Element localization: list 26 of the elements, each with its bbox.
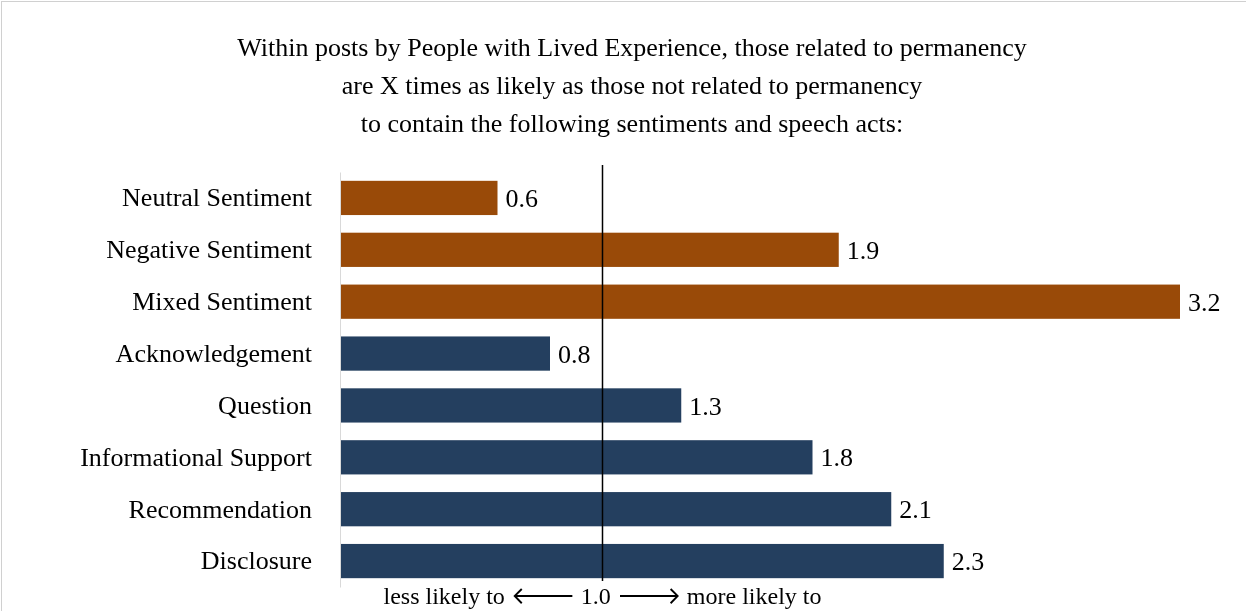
bar (340, 440, 813, 475)
bar (340, 492, 892, 527)
data-label: 1.8 (820, 443, 853, 473)
bar (340, 336, 550, 371)
data-label: 1.9 (846, 235, 880, 265)
data-label: 3.2 (1188, 287, 1221, 317)
x-axis-title: less likely to 🡐 1.0 🡒 more likely to (383, 583, 822, 609)
y-tick-label: Mixed Sentiment (132, 287, 313, 317)
y-tick-label: Neutral Sentiment (122, 183, 313, 213)
bar (340, 232, 839, 267)
data-label: 2.3 (951, 547, 985, 577)
chart-title: Within posts by People with Lived Experience, those related to permanency are X times as likely as those not related to permanency to contain the following sentiments and speech acts: (237, 33, 1027, 138)
y-tick-label: Negative Sentiment (106, 235, 313, 265)
y-tick-label: Question (218, 390, 312, 420)
data-label: 1.3 (689, 391, 722, 421)
data-label: 0.8 (558, 339, 591, 369)
bar (340, 388, 682, 423)
y-tick-label: Recommendation (128, 494, 312, 524)
y-tick-label: Acknowledgement (115, 338, 313, 368)
y-tick-label: Disclosure (200, 546, 312, 576)
data-label: 0.6 (505, 184, 538, 214)
y-tick-label: Informational Support (80, 442, 313, 472)
bar (340, 543, 944, 579)
bar (340, 180, 498, 216)
bar (340, 284, 1180, 319)
data-label: 2.1 (899, 495, 932, 525)
